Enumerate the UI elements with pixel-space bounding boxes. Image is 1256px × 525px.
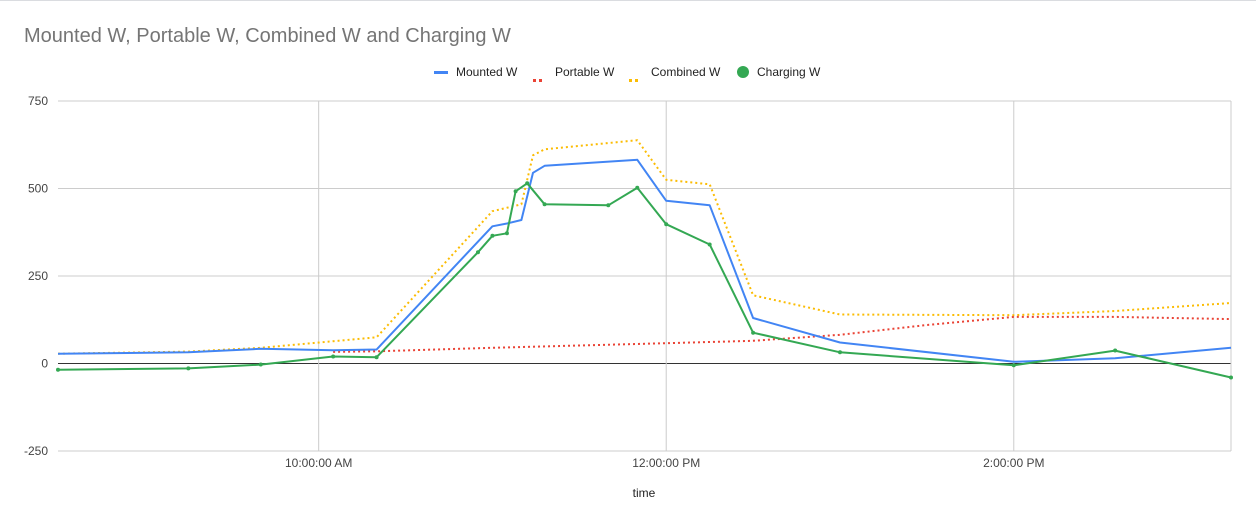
x-axis-ticks: 10:00:00 AM 12:00:00 PM 2:00:00 PM (285, 456, 1044, 470)
legend-label-combined: Combined W (651, 65, 721, 79)
data-point-charging[interactable] (513, 189, 518, 194)
y-tick-label: 0 (41, 357, 48, 371)
series-line-combined (57, 139, 1232, 355)
data-point-charging[interactable] (606, 203, 611, 208)
x-tick-label: 10:00:00 AM (285, 456, 352, 470)
x-axis-title: time (633, 486, 656, 500)
x-tick-label: 2:00:00 PM (983, 456, 1044, 470)
y-axis-ticks: 750 500 250 0 -250 (24, 94, 48, 458)
data-point-charging[interactable] (475, 250, 480, 255)
x-tick-label: 12:00:00 PM (632, 456, 700, 470)
data-point-charging[interactable] (258, 362, 263, 367)
legend-item-charging[interactable]: Charging W (737, 62, 820, 82)
series-layer (56, 139, 1233, 380)
legend-item-combined[interactable]: Combined W (629, 62, 720, 82)
legend-item-portable[interactable]: Portable W (533, 62, 614, 82)
legend-label-portable: Portable W (555, 65, 615, 79)
legend-swatch-portable (533, 71, 547, 82)
series-line-mounted (57, 158, 1232, 363)
top-border (0, 0, 1256, 1)
y-tick-label: 750 (28, 94, 48, 108)
data-point-charging[interactable] (838, 350, 842, 355)
legend-label-mounted: Mounted W (456, 65, 518, 79)
chart-legend: Mounted W Portable W Combined W Charging… (0, 62, 1256, 82)
data-point-charging[interactable] (1011, 363, 1016, 368)
legend-label-charging: Charging W (757, 65, 821, 79)
y-tick-label: 250 (28, 269, 48, 283)
data-point-charging[interactable] (1229, 375, 1233, 380)
legend-item-mounted[interactable]: Mounted W (434, 62, 517, 82)
y-tick-label: -250 (24, 444, 48, 458)
series-line-portable (333, 315, 1232, 353)
data-point-charging[interactable] (525, 181, 530, 186)
data-point-charging[interactable] (707, 242, 712, 247)
data-point-charging[interactable] (635, 185, 640, 190)
series-line-charging (57, 182, 1232, 379)
grid-lines (58, 100, 1232, 452)
legend-swatch-combined (629, 71, 643, 82)
data-point-charging[interactable] (504, 231, 509, 236)
data-point-charging[interactable] (186, 366, 191, 371)
data-point-charging[interactable] (490, 233, 495, 238)
legend-swatch-charging (737, 66, 749, 78)
data-point-charging[interactable] (751, 330, 756, 335)
data-point-charging[interactable] (56, 367, 60, 372)
chart-title: Mounted W, Portable W, Combined W and Ch… (24, 25, 511, 47)
data-point-charging[interactable] (542, 202, 547, 207)
data-point-charging[interactable] (664, 222, 669, 227)
legend-swatch-mounted (434, 70, 448, 74)
data-point-charging[interactable] (374, 355, 379, 360)
data-point-charging[interactable] (331, 354, 336, 359)
data-point-charging[interactable] (1113, 348, 1118, 353)
y-tick-label: 500 (28, 182, 48, 196)
